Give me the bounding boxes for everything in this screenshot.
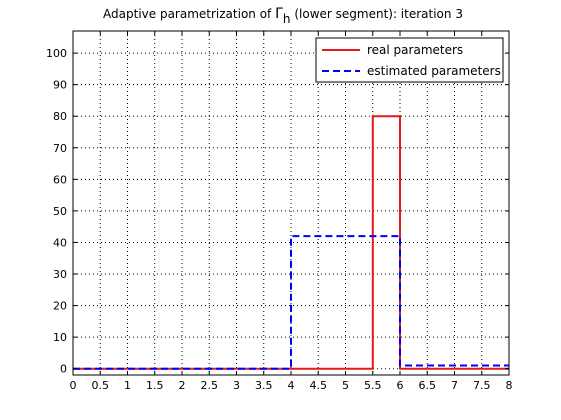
legend: real parameters estimated parameters [315,37,504,83]
ticks [72,31,510,375]
x-tick-label: 3.5 [255,379,273,392]
y-tick-label: 10 [53,331,67,344]
x-tick-label: 7 [451,379,458,392]
series-line-estimated-parameters [73,235,509,370]
y-tick-labels: 0 10 20 30 40 50 60 70 80 90 100 [46,47,67,376]
x-tick-label: 8 [506,379,513,392]
y-tick-label: 60 [53,173,67,186]
x-tick-label: 5 [342,379,349,392]
x-tick-label: 1.5 [146,379,164,392]
x-tick-label: 6 [397,379,404,392]
x-tick-label: 0.5 [92,379,110,392]
y-tick-label: 70 [53,142,67,155]
legend-box [315,37,504,83]
y-tick-label: 50 [53,205,67,218]
y-tick-label: 80 [53,110,67,123]
x-tick-label: 6.5 [419,379,437,392]
x-tick-label: 3 [233,379,240,392]
legend-label-estimated-parameters: estimated parameters [367,64,501,78]
x-tick-label: 2.5 [201,379,219,392]
x-tick-label: 4.5 [310,379,328,392]
chart-title: Adaptive parametrization of Γh (lower se… [103,6,463,26]
x-tick-label: 1 [124,379,131,392]
plot-area: 0 0.5 1 1.5 2 2.5 3 3.5 4 4.5 5 5.5 6 6.5 7 7.5 8 0 10 20 3… [46,30,513,392]
x-tick-label: 2 [179,379,186,392]
legend-label-real-parameters: real parameters [367,43,463,57]
y-tick-label: 100 [46,47,67,60]
series-layer [73,115,509,370]
series-line-real-parameters [73,115,509,370]
x-tick-label: 7.5 [473,379,491,392]
y-tick-label: 40 [53,236,67,249]
x-tick-labels: 0 0.5 1 1.5 2 2.5 3 3.5 4 4.5 5 5.5 6 6.5 7 7.5 8 [70,379,513,392]
x-tick-label: 0 [70,379,77,392]
x-tick-label: 4 [288,379,295,392]
y-tick-label: 30 [53,268,67,281]
y-tick-label: 20 [53,300,67,313]
x-tick-label: 5.5 [364,379,382,392]
y-tick-label: 0 [60,363,67,376]
y-tick-label: 90 [53,79,67,92]
